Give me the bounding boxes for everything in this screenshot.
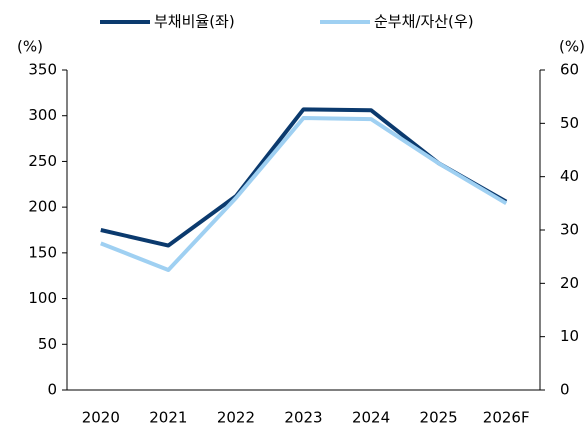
x-tick-label: 2020: [82, 409, 120, 427]
x-tick-label: 2025: [420, 409, 458, 427]
y2-tick-label: 0: [560, 381, 570, 399]
x-tick-label: 2023: [284, 409, 322, 427]
series-line: [100, 116, 508, 272]
x-tick-label: 2022: [217, 409, 255, 427]
y-tick-label: 150: [28, 243, 57, 261]
y2-tick-label: 30: [560, 221, 579, 239]
y2-tick-label: 40: [560, 167, 579, 185]
legend-label: 순부채/자산(우): [374, 13, 474, 31]
y2-tick-label: 50: [560, 114, 579, 132]
y-tick-label: 250: [28, 152, 57, 170]
y-axis-label: (%): [17, 38, 43, 56]
y-tick-label: 200: [28, 198, 57, 216]
y-tick-label: 50: [38, 335, 57, 353]
y2-axis-label: (%): [559, 38, 585, 56]
y-tick-label: 100: [28, 289, 57, 307]
x-tick-label: 2026F: [483, 409, 530, 427]
y2-tick-label: 20: [560, 274, 579, 292]
x-tick-label: 2024: [352, 409, 390, 427]
y-tick-label: 300: [28, 106, 57, 124]
legend-label: 부채비율(좌): [154, 13, 235, 31]
series-line: [100, 107, 508, 248]
y2-tick-label: 10: [560, 327, 579, 345]
y2-tick-label: 60: [560, 61, 579, 79]
y-tick-label: 350: [28, 61, 57, 79]
x-tick-label: 2021: [149, 409, 187, 427]
y-tick-label: 0: [47, 381, 57, 399]
